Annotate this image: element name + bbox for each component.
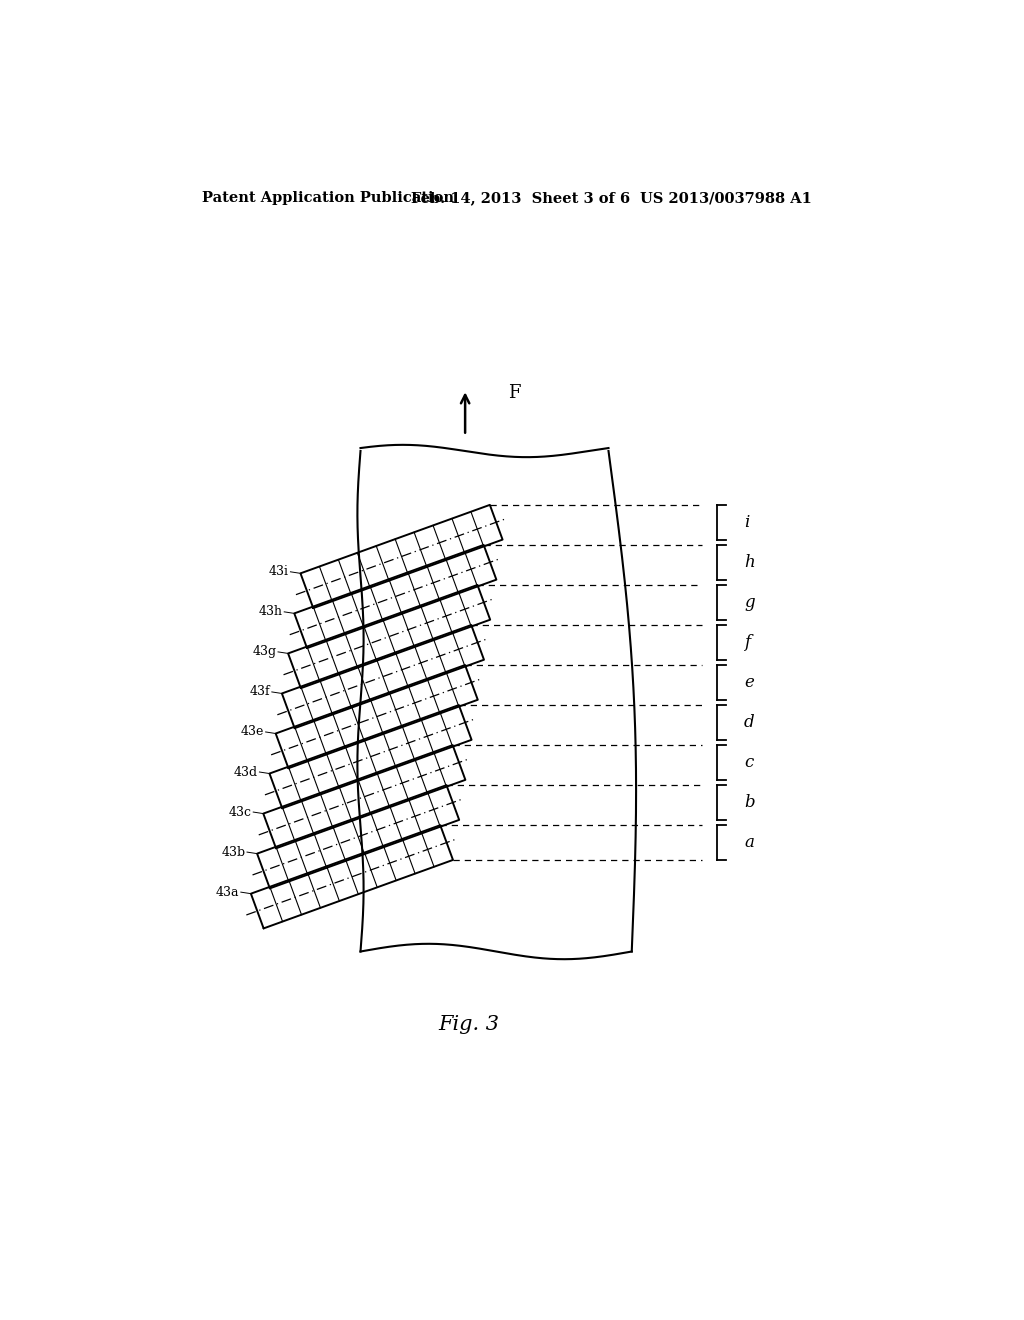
Text: b: b [744, 795, 755, 810]
Text: 43g: 43g [252, 645, 276, 659]
Text: Feb. 14, 2013  Sheet 3 of 6: Feb. 14, 2013 Sheet 3 of 6 [411, 191, 630, 206]
Text: 43h: 43h [259, 606, 283, 618]
Text: 43d: 43d [233, 766, 258, 779]
Text: 43e: 43e [241, 726, 264, 738]
Text: 43c: 43c [228, 805, 252, 818]
Text: 43f: 43f [250, 685, 270, 698]
Text: 43i: 43i [269, 565, 289, 578]
Text: h: h [744, 554, 755, 570]
Text: d: d [744, 714, 755, 731]
Text: g: g [744, 594, 755, 611]
Text: a: a [744, 834, 754, 851]
Text: Patent Application Publication: Patent Application Publication [202, 191, 454, 206]
Text: i: i [744, 513, 750, 531]
Text: e: e [744, 675, 754, 690]
Text: c: c [744, 754, 754, 771]
Text: Fig. 3: Fig. 3 [438, 1015, 500, 1034]
Text: 43b: 43b [221, 846, 246, 858]
Text: f: f [744, 634, 751, 651]
Text: 43a: 43a [216, 886, 240, 899]
Text: US 2013/0037988 A1: US 2013/0037988 A1 [640, 191, 811, 206]
Text: F: F [508, 384, 520, 403]
